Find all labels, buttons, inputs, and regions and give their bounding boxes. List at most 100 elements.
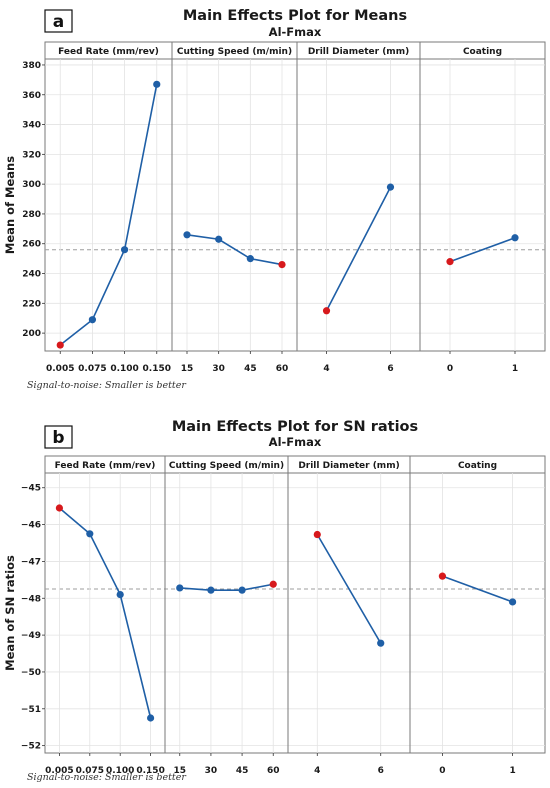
x-tick-label: 1 [512, 364, 518, 374]
factor-label: Feed Rate (mm/rev) [58, 47, 159, 57]
optimal-level-point [269, 580, 277, 588]
x-tick-label: 6 [387, 364, 393, 374]
panel-letter: b [52, 428, 64, 448]
series-line [442, 575, 513, 603]
y-tick-label: 240 [22, 270, 41, 280]
series-line [59, 84, 158, 346]
panel-letter-box [44, 425, 73, 449]
plot-frame [44, 41, 546, 352]
x-tick-label: 30 [205, 766, 218, 776]
series-line [325, 186, 392, 312]
footnote: Signal-to-noise: Smaller is better [27, 772, 187, 783]
x-tick-label: 0.075 [76, 766, 104, 776]
optimal-level-point [322, 307, 331, 315]
optimal-level-point [446, 258, 454, 266]
x-tick-label: 4 [314, 766, 320, 776]
y-tick-label: −50 [21, 668, 41, 678]
x-tick-label: 45 [236, 766, 249, 776]
factor-panel: Coating 0 1 [409, 456, 517, 776]
series-line [179, 583, 274, 591]
data-point [176, 584, 184, 592]
factor-panel: Feed Rate (mm/rev)0.005 0.075 0.100 0.150 [45, 461, 165, 776]
x-tick-label: 60 [276, 364, 289, 374]
y-axis-label: Mean of SN ratios [3, 555, 17, 671]
y-tick-label: 320 [22, 150, 41, 160]
x-tick-label: 1 [509, 766, 515, 776]
y-tick-label: −46 [21, 521, 41, 531]
data-point [183, 231, 191, 239]
y-tick-label: 260 [22, 240, 41, 250]
data-point [153, 80, 161, 88]
optimal-level-point [313, 530, 321, 539]
y-tick-label: 220 [22, 299, 41, 309]
data-point [120, 246, 129, 254]
series-line [58, 507, 152, 719]
x-tick-label: 15 [173, 766, 186, 776]
y-tick-label: −51 [21, 705, 41, 715]
y-tick-label: 340 [22, 121, 41, 131]
x-tick-label: 45 [244, 364, 257, 374]
x-tick-label: 0.100 [110, 364, 138, 374]
chart-title: Main Effects Plot for Means [183, 8, 407, 24]
series-line [316, 534, 382, 644]
series-line [449, 237, 516, 263]
y-tick-label: 380 [22, 61, 41, 71]
data-point [147, 714, 155, 722]
panel-letter-box [44, 9, 73, 33]
x-tick-label: 0.150 [143, 364, 171, 374]
factor-label: Drill Diameter (mm) [308, 47, 409, 57]
data-point [508, 598, 517, 606]
x-tick-label: 60 [267, 766, 280, 776]
x-tick-label: 15 [181, 364, 194, 374]
optimal-level-point [278, 260, 286, 269]
data-point [88, 316, 97, 324]
data-point [246, 255, 254, 263]
data-point [386, 183, 395, 191]
data-point [86, 530, 94, 538]
x-tick-label: 0 [447, 364, 453, 374]
y-tick-label: −47 [21, 557, 41, 567]
chart-title: Main Effects Plot for SN ratios [172, 419, 418, 435]
y-tick-label: −49 [21, 631, 41, 641]
factor-panel: Coating 0 1 [419, 42, 519, 374]
y-axis-label: Mean of Means [3, 156, 17, 254]
data-point [511, 234, 519, 242]
y-tick-label: 280 [22, 210, 41, 220]
data-point [215, 235, 223, 243]
factor-panel: Cutting Speed (m/min) 15 30 45 60 [164, 456, 284, 776]
y-tick-label: 200 [22, 329, 41, 339]
x-tick-label: 0.100 [106, 766, 134, 776]
plot-frame [44, 455, 546, 754]
factor-panel: Drill Diameter (mm) 4 6 [296, 42, 409, 374]
data-point [238, 586, 246, 594]
factor-label: Coating [458, 461, 497, 471]
y-tick-label: −52 [21, 742, 41, 752]
factor-panel: Drill Diameter (mm) 4 6 [287, 456, 400, 776]
factor-label: Drill Diameter (mm) [298, 461, 399, 471]
data-point [207, 586, 215, 594]
factor-label: Coating [463, 47, 502, 57]
chart-subtitle: Al-Fmax [269, 25, 322, 39]
y-tick-label: 360 [22, 91, 41, 101]
x-tick-label: 0.150 [136, 766, 164, 776]
factor-label: Cutting Speed (m/min) [169, 461, 284, 471]
x-tick-label: 0 [439, 766, 445, 776]
chart-subtitle: Al-Fmax [269, 435, 322, 449]
panel-letter: a [53, 12, 64, 32]
x-tick-label: 4 [323, 364, 329, 374]
factor-label: Cutting Speed (m/min) [177, 47, 292, 57]
x-tick-label: 0.005 [46, 364, 74, 374]
series-line [186, 234, 283, 266]
factor-panel: Cutting Speed (m/min) 15 30 45 60 [171, 42, 292, 374]
x-tick-label: 0.075 [78, 364, 106, 374]
x-tick-label: 6 [378, 766, 384, 776]
factor-panel: Feed Rate (mm/rev) 0.005 0.075 0.100 0.150 [46, 47, 171, 374]
optimal-level-point [55, 504, 64, 512]
data-point [116, 590, 124, 599]
y-tick-label: 300 [22, 180, 41, 190]
x-tick-label: 30 [212, 364, 225, 374]
optimal-level-point [438, 572, 446, 580]
